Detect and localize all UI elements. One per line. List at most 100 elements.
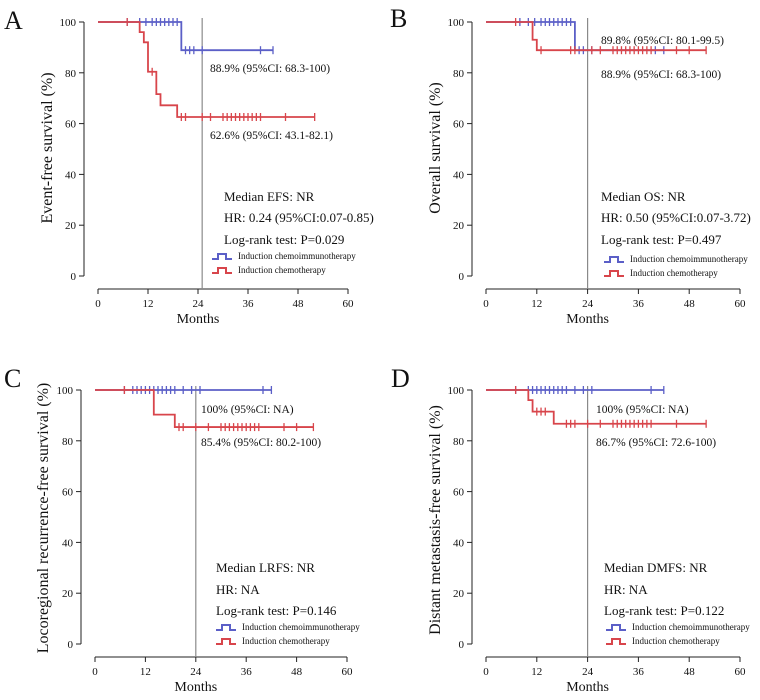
survival-annotation: 88.9% (95%CI: 68.3-100) [210, 63, 330, 75]
curve-chemotherapy [95, 389, 314, 428]
x-tick-label: 24 [190, 666, 202, 678]
y-tick-label: 80 [453, 68, 465, 80]
km-panel-b: B 0 20 40 60 80 100 0 12 24 36 48 60 Months Overall su… [390, 4, 751, 327]
x-tick-label: 36 [633, 666, 645, 678]
legend: Induction chemoimmunotherapy Induction ch… [216, 622, 360, 646]
x-tick-label: 36 [241, 666, 253, 678]
panel-label: D [391, 364, 410, 393]
curve-chemoimmunotherapy [98, 21, 273, 52]
x-tick-label: 12 [531, 298, 542, 310]
x-tick-label: 0 [92, 666, 98, 678]
stats-text: HR: NA [216, 582, 260, 597]
stats-text: Median OS: NR [601, 189, 686, 204]
y-tick-label: 60 [65, 119, 77, 131]
curve-chemotherapy [486, 21, 707, 52]
stats-text: Median EFS: NR [224, 189, 315, 204]
legend-label-red: Induction chemotherapy [632, 636, 720, 646]
y-tick-label: 20 [453, 220, 465, 232]
panel-label: C [4, 364, 21, 393]
x-axis-label: Months [566, 312, 609, 327]
legend: Induction chemoimmunotherapy Induction ch… [606, 622, 750, 646]
y-tick-label: 20 [453, 588, 465, 600]
legend-label-blue: Induction chemoimmunotherapy [242, 622, 360, 632]
survival-annotation: 62.6% (95%CI: 43.1-82.1) [210, 130, 333, 142]
legend-swatch-blue [216, 624, 236, 631]
y-tick-label: 80 [65, 68, 77, 80]
panel-label: B [390, 4, 407, 33]
x-tick-label: 60 [735, 298, 747, 310]
legend: Induction chemoimmunotherapy Induction ch… [604, 254, 748, 278]
km-panel-d: D 0 20 40 60 80 100 0 12 24 36 48 60 Months Distant me… [391, 364, 750, 695]
x-tick-label: 24 [582, 298, 594, 310]
y-tick-label: 60 [453, 487, 465, 499]
y-axis-label: Distant metastasis-free survival (%) [427, 405, 444, 635]
y-tick-label: 100 [57, 385, 74, 397]
x-tick-label: 24 [582, 666, 594, 678]
y-axis-label: Locoregional recurrence-free survival (%… [35, 383, 52, 654]
stats-text: Log-rank test: P=0.122 [604, 603, 724, 618]
stats-text: Log-rank test: P=0.146 [216, 603, 337, 618]
legend-swatch-red [216, 638, 236, 645]
y-tick-label: 100 [448, 17, 465, 29]
y-tick-label: 60 [453, 119, 465, 131]
legend-label-red: Induction chemotherapy [630, 268, 718, 278]
x-tick-label: 60 [735, 666, 747, 678]
x-tick-label: 0 [483, 298, 489, 310]
survival-annotation: 88.9% (95%CI: 68.3-100) [601, 69, 721, 81]
x-tick-label: 12 [143, 298, 154, 310]
survival-annotation: 89.8% (95%CI: 80.1-99.5) [601, 35, 724, 47]
x-tick-label: 60 [343, 298, 355, 310]
x-tick-label: 0 [95, 298, 101, 310]
x-axis-label: Months [566, 680, 609, 695]
stats-text: Median LRFS: NR [216, 560, 315, 575]
stats-text: Median DMFS: NR [604, 560, 708, 575]
km-panel-a: A 0 20 40 60 80 100 0 12 24 36 48 60 Months Event-free… [4, 6, 374, 327]
y-tick-label: 0 [71, 271, 77, 283]
survival-annotation: 100% (95%CI: NA) [201, 404, 294, 416]
y-tick-label: 40 [62, 537, 74, 549]
survival-annotation: 85.4% (95%CI: 80.2-100) [201, 437, 321, 449]
legend-swatch-red [212, 267, 232, 274]
y-tick-label: 40 [65, 169, 77, 181]
y-tick-label: 20 [65, 220, 77, 232]
legend-label-red: Induction chemotherapy [242, 636, 330, 646]
legend-label-blue: Induction chemoimmunotherapy [630, 254, 748, 264]
y-tick-label: 100 [60, 17, 77, 29]
y-tick-label: 0 [459, 271, 465, 283]
stats-text: HR: 0.50 (95%CI:0.07-3.72) [601, 210, 751, 225]
y-axis-label: Event-free survival (%) [39, 72, 56, 223]
legend-label-blue: Induction chemoimmunotherapy [632, 622, 750, 632]
survival-annotation: 100% (95%CI: NA) [596, 404, 689, 416]
legend-swatch-blue [212, 253, 232, 260]
y-tick-label: 20 [62, 588, 74, 600]
x-tick-label: 48 [291, 666, 303, 678]
x-axis-label: Months [174, 680, 217, 695]
legend-swatch-blue [604, 256, 624, 263]
stats-text: Log-rank test: P=0.029 [224, 232, 344, 247]
x-tick-label: 24 [193, 298, 205, 310]
x-tick-label: 36 [633, 298, 645, 310]
x-tick-label: 12 [531, 666, 542, 678]
legend: Induction chemoimmunotherapy Induction ch… [212, 251, 356, 275]
y-tick-label: 80 [62, 436, 74, 448]
y-tick-label: 0 [459, 639, 465, 651]
x-tick-label: 48 [684, 298, 696, 310]
y-tick-label: 40 [453, 537, 465, 549]
y-tick-label: 80 [453, 436, 465, 448]
km-panel-c: C 0 20 40 60 80 100 0 12 24 36 48 60 Months Locoregion… [4, 364, 360, 695]
x-tick-label: 0 [483, 666, 489, 678]
y-axis-label: Overall survival (%) [427, 82, 444, 214]
stats-text: Log-rank test: P=0.497 [601, 232, 722, 247]
legend-swatch-blue [606, 624, 626, 631]
y-tick-label: 0 [68, 639, 74, 651]
legend-label-blue: Induction chemoimmunotherapy [238, 251, 356, 261]
x-tick-label: 48 [293, 298, 305, 310]
legend-label-red: Induction chemotherapy [238, 265, 326, 275]
x-tick-label: 36 [243, 298, 255, 310]
x-axis-label: Months [177, 312, 220, 327]
x-tick-label: 12 [140, 666, 151, 678]
legend-swatch-red [604, 270, 624, 277]
x-tick-label: 60 [342, 666, 354, 678]
legend-swatch-red [606, 638, 626, 645]
